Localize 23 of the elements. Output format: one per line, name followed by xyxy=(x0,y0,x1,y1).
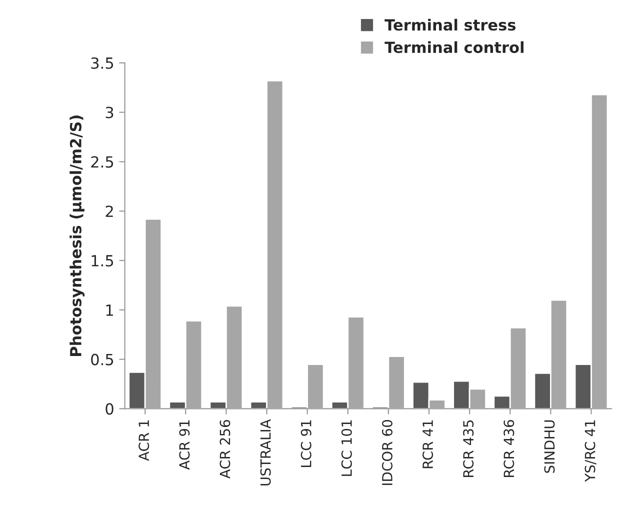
y-tick-label: 1 xyxy=(106,304,113,316)
x-tick-label: ACR 1 xyxy=(138,420,150,461)
x-tick-label: RCR 41 xyxy=(422,420,434,468)
x-tick-label: LCC 91 xyxy=(300,420,312,467)
y-tick-label: 2 xyxy=(106,206,113,217)
y-tick-label: 3.5 xyxy=(91,57,114,69)
y-axis-title: Photosynthesis (µmol/m2/S) xyxy=(70,116,85,356)
x-tick-label: YS/RC 41 xyxy=(584,420,596,482)
y-tick-label: 2.5 xyxy=(91,156,114,168)
x-tick-label: RCR 436 xyxy=(504,420,514,478)
y-tick-label: 3 xyxy=(106,106,114,118)
y-tick-label: 0 xyxy=(106,403,114,415)
y-tick-label: 0.5 xyxy=(91,354,114,366)
x-tick-label: ACR 91 xyxy=(179,420,190,470)
x-tick-label: ACR 256 xyxy=(220,420,230,479)
x-tick-label: USTRALIA xyxy=(260,419,271,486)
x-tick-label: LCC 101 xyxy=(341,420,352,476)
x-tick-label: RCR 435 xyxy=(463,420,474,478)
x-tick-label: IDCOR 60 xyxy=(382,420,392,485)
y-tick-label: 1.5 xyxy=(92,255,114,267)
x-tick-label: SINDHU xyxy=(544,420,555,473)
legend-label: Terminal control xyxy=(384,41,524,54)
legend-label: Terminal stress xyxy=(384,18,516,31)
